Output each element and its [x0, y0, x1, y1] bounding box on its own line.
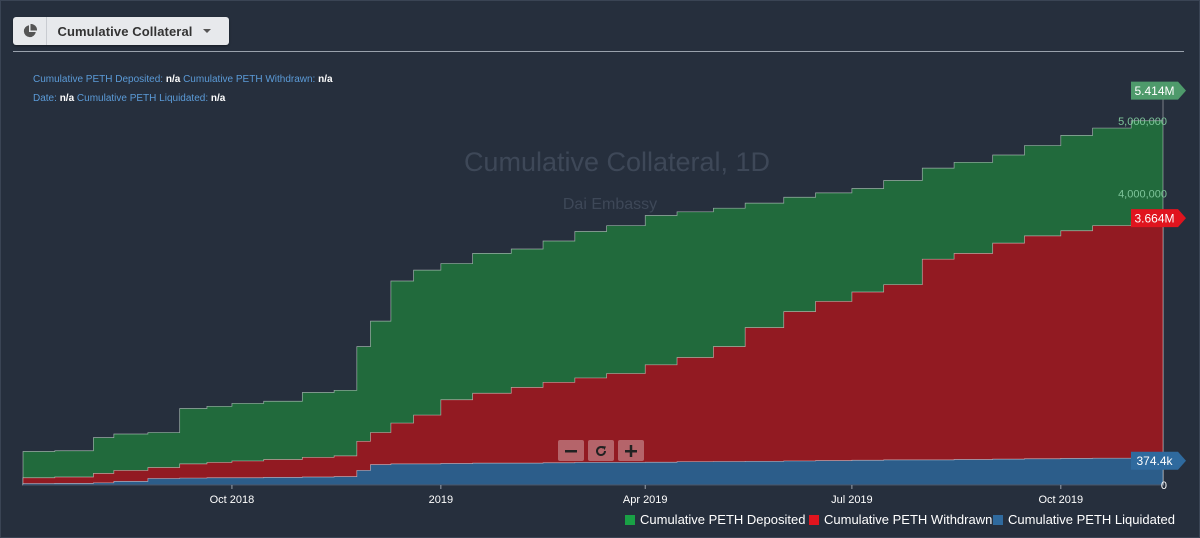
badge-label-deposited: 5.414M	[1134, 84, 1174, 98]
legend-label-withdrawn: Cumulative PETH Withdrawn	[824, 512, 993, 527]
y-tick-label: 5,000,000	[1118, 116, 1167, 128]
liquidated-info-value: n/a	[210, 93, 226, 104]
legend-swatch-deposited	[625, 514, 635, 525]
legend-label-liquidated: Cumulative PETH Liquidated	[1008, 512, 1175, 527]
x-tick-label: Apr 2019	[623, 494, 668, 506]
header-divider	[13, 51, 1184, 52]
badge-label-liquidated: 374.4k	[1136, 454, 1173, 468]
reset-icon	[596, 445, 607, 456]
legend-item-deposited[interactable]: Cumulative PETH Deposited	[625, 512, 805, 527]
liquidated-info-label: Cumulative PETH Liquidated:	[76, 93, 209, 104]
watermark-title: Cumulative Collateral, 1D	[464, 147, 770, 177]
date-info-label: Date:	[33, 93, 57, 104]
area-series-liquidated	[22, 457, 1164, 486]
zoom-in-button[interactable]	[618, 440, 644, 461]
badge-shape-liquidated	[1131, 451, 1186, 470]
legend-item-liquidated[interactable]: Cumulative PETH Liquidated	[993, 512, 1175, 527]
crosshair-info-row-1: Cumulative PETH Deposited: n/a Cumulativ…	[33, 74, 333, 85]
badge-shape-deposited	[1131, 81, 1186, 100]
chart-selector-dropdown[interactable]: Cumulative Collateral	[13, 17, 229, 45]
watermark-subtitle: Dai Embassy	[563, 196, 657, 213]
x-tick-label: Oct 2019	[1038, 494, 1083, 506]
chevron-down-icon	[203, 29, 211, 33]
deposited-info-label: Cumulative PETH Deposited:	[33, 74, 164, 85]
x-tick-label: Oct 2018	[210, 494, 255, 506]
zoom-out-button[interactable]	[558, 440, 584, 461]
badge-shape-withdrawn	[1131, 209, 1186, 228]
crosshair-info-row-2: Date: n/a Cumulative PETH Liquidated: n/…	[33, 93, 225, 104]
withdrawn-info-value: n/a	[318, 74, 333, 85]
last-value-badge-withdrawn: 3.664M	[1131, 209, 1186, 228]
minus-icon	[565, 449, 577, 452]
y-tick-label: 4,000,000	[1118, 189, 1167, 201]
date-info-value: n/a	[59, 93, 75, 104]
pie-chart-icon	[13, 17, 47, 45]
legend-swatch-liquidated	[993, 514, 1003, 525]
zoom-reset-button[interactable]	[588, 440, 614, 461]
plus-icon	[625, 444, 637, 457]
last-value-badge-liquidated: 374.4k	[1131, 451, 1186, 470]
x-tick-label: 2019	[429, 494, 453, 506]
chart-selector-label: Cumulative Collateral	[57, 23, 193, 39]
badge-label-withdrawn: 3.664M	[1134, 212, 1174, 226]
area-series-withdrawn	[22, 218, 1164, 486]
withdrawn-info-label: Cumulative PETH Withdrawn:	[183, 74, 316, 85]
zoom-controls	[558, 440, 644, 461]
deposited-info-value: n/a	[165, 74, 181, 85]
legend-item-withdrawn[interactable]: Cumulative PETH Withdrawn	[809, 512, 992, 527]
legend-label-deposited: Cumulative PETH Deposited	[640, 512, 806, 527]
y-tick-label: 0	[1161, 480, 1167, 492]
x-tick-label: Jul 2019	[831, 494, 873, 506]
last-value-badge-deposited: 5.414M	[1131, 81, 1186, 100]
legend-swatch-withdrawn	[809, 514, 819, 525]
